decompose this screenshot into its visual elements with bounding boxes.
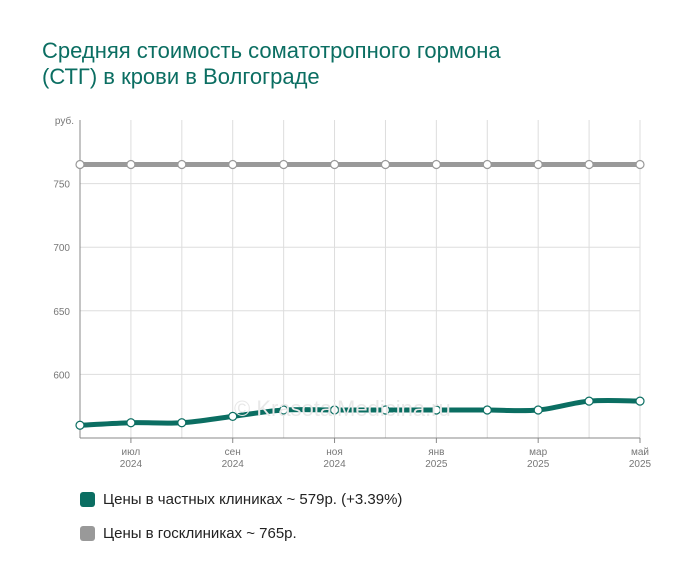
data-point-public bbox=[279, 159, 289, 170]
y-unit-label: руб. bbox=[55, 115, 74, 127]
x-tick-label-month: мар bbox=[529, 447, 547, 458]
chart-plot: 600650700750руб.июл2024сен2024ноя2024янв… bbox=[53, 115, 652, 470]
data-point-private bbox=[279, 405, 289, 415]
y-tick-label: 750 bbox=[53, 180, 70, 191]
data-point-public bbox=[75, 159, 85, 170]
data-point-public bbox=[482, 159, 492, 170]
x-tick-label-year: 2025 bbox=[425, 459, 448, 470]
chart-title-line-1: Средняя стоимость соматотропного гормона bbox=[42, 38, 501, 63]
legend-label-public: Цены в госклиниках ~ 765р. bbox=[103, 524, 297, 542]
data-point-public bbox=[329, 159, 340, 170]
legend: Цены в частных клиниках ~ 579р. (+3.39%)… bbox=[80, 488, 402, 556]
legend-item-public[interactable]: Цены в госклиниках ~ 765р. bbox=[80, 522, 402, 544]
data-point-public bbox=[228, 159, 238, 170]
data-point-public bbox=[380, 159, 391, 170]
data-point-private bbox=[228, 411, 238, 421]
data-point-private bbox=[329, 405, 340, 415]
x-tick-label-month: янв bbox=[428, 447, 444, 458]
x-tick-label-year: 2024 bbox=[120, 459, 143, 470]
data-point-private bbox=[177, 418, 187, 428]
x-tick-label-month: сен bbox=[225, 447, 241, 458]
data-point-public bbox=[126, 159, 136, 170]
chart-title: Средняя стоимость соматотропного гормона… bbox=[42, 38, 662, 90]
x-tick-label-year: 2024 bbox=[323, 459, 346, 470]
data-point-private bbox=[431, 405, 441, 415]
legend-item-private[interactable]: Цены в частных клиниках ~ 579р. (+3.39%) bbox=[80, 488, 402, 510]
y-tick-label: 600 bbox=[53, 370, 70, 381]
legend-swatch-private bbox=[80, 491, 95, 507]
data-point-public bbox=[533, 159, 543, 170]
x-tick-label-year: 2025 bbox=[629, 459, 652, 470]
data-point-private bbox=[635, 396, 645, 406]
x-tick-label-month: ноя bbox=[326, 447, 343, 458]
x-tick-label-month: июл bbox=[122, 447, 141, 458]
y-tick-label: 650 bbox=[53, 307, 70, 318]
data-point-private bbox=[584, 396, 594, 406]
legend-swatch-public bbox=[80, 525, 95, 541]
data-point-public bbox=[635, 159, 645, 170]
data-point-public bbox=[584, 159, 594, 170]
y-tick-label: 700 bbox=[53, 243, 70, 254]
legend-label-private: Цены в частных клиниках ~ 579р. (+3.39%) bbox=[103, 490, 403, 508]
chart-title-line-2: (СТГ) в крови в Волгограде bbox=[42, 64, 320, 89]
data-point-public bbox=[177, 159, 187, 170]
watermark: © KrasotaiMedicina.ru bbox=[234, 396, 451, 421]
x-tick-label-year: 2024 bbox=[222, 459, 245, 470]
data-point-private bbox=[75, 420, 85, 430]
data-point-private bbox=[380, 405, 391, 415]
x-tick-label-month: май bbox=[631, 447, 649, 458]
data-point-public bbox=[431, 159, 441, 170]
data-point-private bbox=[533, 405, 543, 415]
x-tick-label-year: 2025 bbox=[527, 459, 550, 470]
data-point-private bbox=[126, 418, 136, 428]
data-point-private bbox=[482, 405, 492, 415]
